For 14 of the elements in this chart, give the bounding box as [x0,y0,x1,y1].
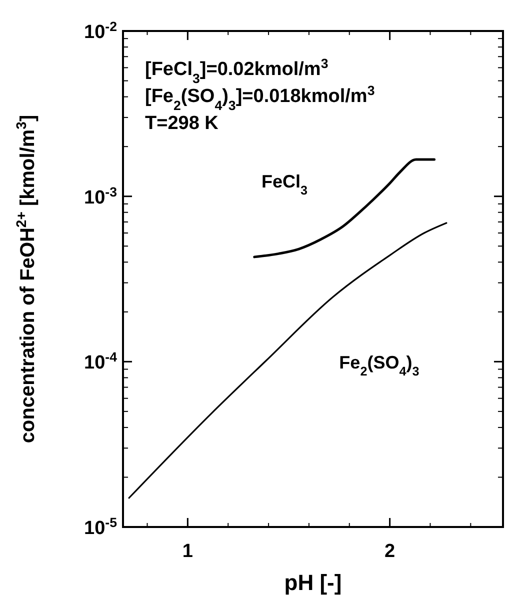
line-series [128,222,448,499]
x-axis-title: pH [-] [284,570,342,595]
y-tick-label: 10$^{-5}$ [84,514,118,539]
y-tick-label: 10$^{-2}$ [84,18,117,43]
x-tick-label: 2 [384,541,396,562]
annotation: [Fe$_{2}$(SO$_{4}$)$_{3}$]=0.018kmol/m$^{3}$ [145,82,375,112]
annotation: T=298 K [145,113,219,134]
line-series [253,158,436,258]
text: FeCl$_{3}$ [261,171,308,198]
x-tick-label: 1 [182,541,194,562]
y-tick-label: 10$^{-4}$ [84,349,118,374]
text: Fe$_{2}$(SO$_{4}$)$_{3}$ [339,352,420,379]
y-tick-label: 10$^{-3}$ [84,184,117,208]
annotation: [FeCl$_{3}$]=0.02kmol/m$^{3}$ [145,56,328,86]
